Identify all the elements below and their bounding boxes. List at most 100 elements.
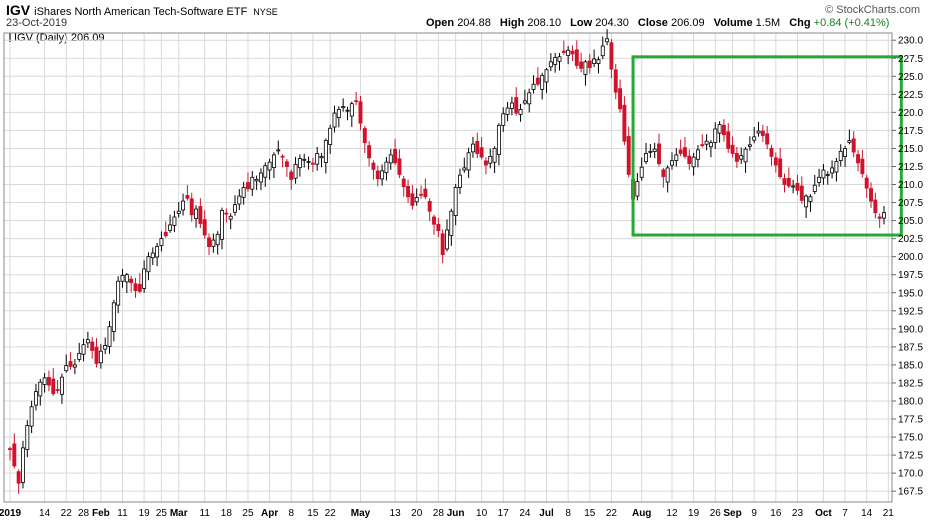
candle xyxy=(81,338,86,362)
candle-body xyxy=(59,376,64,395)
volume-value: 1.5M xyxy=(755,17,781,29)
candle-body xyxy=(747,144,752,147)
candle xyxy=(419,185,423,199)
candle-body xyxy=(739,155,744,160)
candle xyxy=(25,420,30,458)
candle xyxy=(202,210,207,239)
candle xyxy=(618,79,623,113)
candle-body xyxy=(743,148,748,163)
candle xyxy=(129,275,134,293)
candle xyxy=(315,146,320,171)
x-tick-label: 9 xyxy=(751,508,757,519)
y-tick-label: 187.5 xyxy=(898,342,923,353)
candlestick-series xyxy=(8,29,886,494)
candle-body xyxy=(492,148,497,163)
candle xyxy=(795,174,800,195)
candle-body xyxy=(838,150,843,162)
y-tick-label: 182.5 xyxy=(898,378,923,389)
candle-body xyxy=(670,160,674,166)
candle-body xyxy=(284,161,289,167)
candle-body xyxy=(760,130,765,136)
candle xyxy=(873,192,878,219)
candle-body xyxy=(72,364,77,368)
candle xyxy=(181,193,186,216)
candle xyxy=(557,53,562,71)
candle-body xyxy=(518,109,523,115)
candle-body xyxy=(808,196,813,202)
candle-body xyxy=(509,102,514,109)
candle xyxy=(527,88,532,113)
candle-body xyxy=(280,155,285,158)
low-label: Low xyxy=(570,17,593,29)
candle xyxy=(661,167,666,188)
x-tick-label: Oct xyxy=(815,508,832,519)
candle-body xyxy=(570,50,575,55)
candle-body xyxy=(795,182,800,191)
candle xyxy=(847,129,852,145)
candle-body xyxy=(466,152,471,171)
y-tick-label: 217.5 xyxy=(898,126,923,137)
candle xyxy=(683,136,687,159)
candle xyxy=(233,195,237,216)
x-tick-label: 25 xyxy=(156,508,168,519)
candle-body xyxy=(116,280,121,306)
candle xyxy=(587,53,592,74)
candle xyxy=(778,147,783,179)
candle-body xyxy=(648,150,653,153)
candle-body xyxy=(380,170,385,180)
candle-body xyxy=(38,381,43,397)
candle-body xyxy=(194,208,199,219)
candle-body xyxy=(159,238,164,246)
y-tick-label: 192.5 xyxy=(898,306,923,317)
candle-body xyxy=(263,165,268,178)
candle-body xyxy=(241,187,246,198)
chg-value: +0.84 (+0.41%) xyxy=(813,17,890,29)
candle xyxy=(406,179,411,204)
candle-body xyxy=(323,140,328,163)
candle xyxy=(51,368,56,396)
candle xyxy=(380,164,385,186)
x-tick-label: May xyxy=(351,508,371,519)
candle xyxy=(600,36,605,60)
x-tick-label: Sep xyxy=(723,508,741,519)
candle xyxy=(458,168,462,194)
candle-body xyxy=(375,170,380,180)
x-tick-label: 22 xyxy=(61,508,73,519)
candle xyxy=(752,127,757,144)
candle-body xyxy=(185,195,190,199)
candle xyxy=(704,134,709,151)
security-name: iShares North American Tech-Software ETF xyxy=(34,6,248,18)
candle xyxy=(310,157,315,173)
candle-body xyxy=(81,344,86,355)
candle xyxy=(713,122,718,149)
candle xyxy=(29,400,34,434)
candle xyxy=(168,214,173,233)
y-tick-label: 215.0 xyxy=(898,144,923,155)
candle xyxy=(220,207,224,250)
candle-body xyxy=(103,345,108,350)
x-tick-label: Jul xyxy=(539,508,554,519)
candle xyxy=(462,157,467,173)
candle-body xyxy=(336,109,341,118)
candle xyxy=(72,358,77,375)
candle xyxy=(622,96,627,146)
y-tick-label: 212.5 xyxy=(898,162,923,173)
candle xyxy=(488,148,493,169)
candle-body xyxy=(362,128,367,144)
candle xyxy=(834,157,839,182)
candle xyxy=(644,142,648,165)
candle-body xyxy=(674,154,679,161)
x-tick-label: 28 xyxy=(433,508,445,519)
candle-body xyxy=(107,326,112,347)
candle xyxy=(518,103,523,122)
x-axis: 2019 14 22 28 Feb 11 19 25 Mar 11 18 25 Apr 8 15 22 May 1… xyxy=(0,508,894,519)
candle xyxy=(289,169,294,190)
x-tick-label: 13 xyxy=(390,508,402,519)
candle xyxy=(695,144,700,168)
candle xyxy=(769,144,774,166)
x-tick-label: 10 xyxy=(476,508,488,519)
candle xyxy=(808,194,813,212)
candle xyxy=(137,273,142,294)
candle-body xyxy=(687,155,692,164)
candle xyxy=(375,165,380,187)
